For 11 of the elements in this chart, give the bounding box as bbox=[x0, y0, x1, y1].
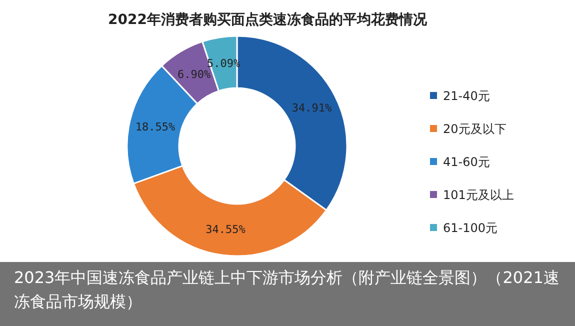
text: 2023年中国速冻食品产业链上中下游市场分析（附产业链全景图）（2021速冻食品市场规模） bbox=[14, 267, 560, 313]
data-label: 34.91% bbox=[292, 102, 332, 115]
legend-label: 101元及以上 bbox=[443, 188, 514, 202]
legend-label: 20元及以下 bbox=[443, 122, 506, 136]
chart-title: 2022年消费者购买面点类速冻食品的平均花费情况 bbox=[108, 11, 428, 28]
data-label: 34.55% bbox=[206, 223, 246, 236]
legend-label: 41-60元 bbox=[443, 155, 490, 169]
data-label: 6.90% bbox=[177, 68, 211, 81]
legend-label: 61-100元 bbox=[443, 221, 498, 235]
legend-label: 21-40元 bbox=[443, 89, 490, 103]
data-label: 18.55% bbox=[135, 120, 176, 134]
